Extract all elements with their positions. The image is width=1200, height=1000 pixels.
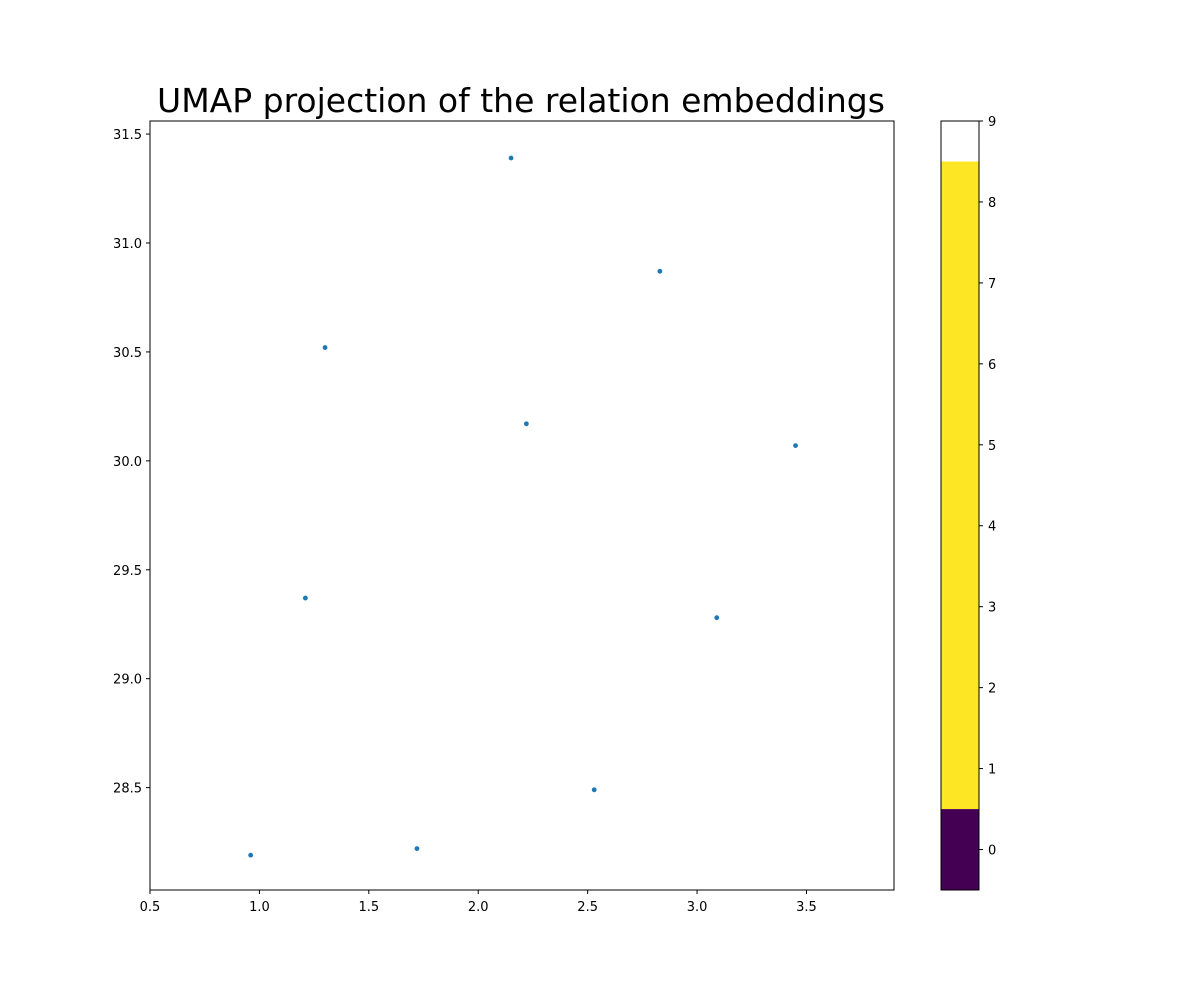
y-tick-label: 31.0 <box>113 237 142 252</box>
colorbar-tick-label: 0 <box>988 844 996 859</box>
x-tick-label: 3.0 <box>687 900 708 915</box>
scatter-point <box>248 852 254 858</box>
x-tick-label: 1.0 <box>249 900 270 915</box>
colorbar-tick-label: 6 <box>988 358 996 373</box>
x-tick-label: 1.5 <box>358 900 379 915</box>
colorbar-segment <box>941 809 979 890</box>
scatter-point <box>714 615 720 621</box>
colorbar-tick-label: 7 <box>988 277 996 292</box>
y-tick-label: 30.0 <box>113 455 142 470</box>
scatter-point <box>322 345 328 350</box>
plot-frame <box>149 120 895 891</box>
x-tick-label: 2.0 <box>468 900 489 915</box>
colorbar-tick-label: 4 <box>988 520 996 535</box>
colorbar-tick-label: 5 <box>988 439 996 454</box>
chart-title: UMAP projection of the relation embeddin… <box>157 81 885 120</box>
y-tick-label: 30.5 <box>113 346 142 361</box>
y-tick-label: 31.5 <box>113 128 142 143</box>
colorbar-tick-label: 9 <box>988 115 996 130</box>
y-tick-label: 29.0 <box>113 673 142 688</box>
x-tick-label: 2.5 <box>577 900 598 915</box>
y-tick-label: 28.5 <box>113 782 142 797</box>
scatter-point <box>591 787 597 793</box>
colorbar-segment <box>941 121 979 162</box>
scatter-point <box>508 155 514 161</box>
colorbar-tick-label: 2 <box>988 682 996 697</box>
colorbar-segment <box>941 161 979 810</box>
scatter-point <box>302 595 308 601</box>
x-tick-label: 0.5 <box>140 900 161 915</box>
colorbar: 0 1 2 3 4 5 6 7 8 9 <box>940 115 996 891</box>
scatter-point <box>793 443 798 448</box>
plot-area: 0.5 1.0 1.5 2.0 2.5 3.0 3.5 28.5 29.0 29.5 30.0 30.… <box>113 120 895 915</box>
scatter-point <box>414 846 420 852</box>
scatter-point <box>657 268 663 274</box>
colorbar-tick-label: 8 <box>988 196 996 211</box>
x-tick-label: 3.5 <box>796 900 817 915</box>
colorbar-frame <box>940 120 980 891</box>
y-tick-label: 29.5 <box>113 564 142 579</box>
colorbar-tick-label: 3 <box>988 601 996 616</box>
scatter-point <box>523 421 529 427</box>
colorbar-tick-label: 1 <box>988 763 996 778</box>
